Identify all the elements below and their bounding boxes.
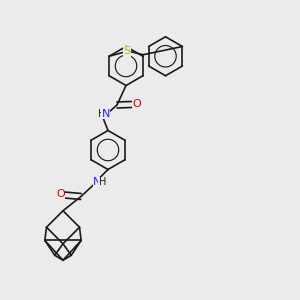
Text: H: H — [98, 109, 105, 119]
Text: S: S — [124, 46, 131, 56]
Text: O: O — [133, 99, 142, 110]
Text: N: N — [101, 109, 110, 119]
Text: H: H — [99, 177, 106, 188]
Text: O: O — [56, 189, 65, 200]
Text: N: N — [93, 177, 102, 188]
